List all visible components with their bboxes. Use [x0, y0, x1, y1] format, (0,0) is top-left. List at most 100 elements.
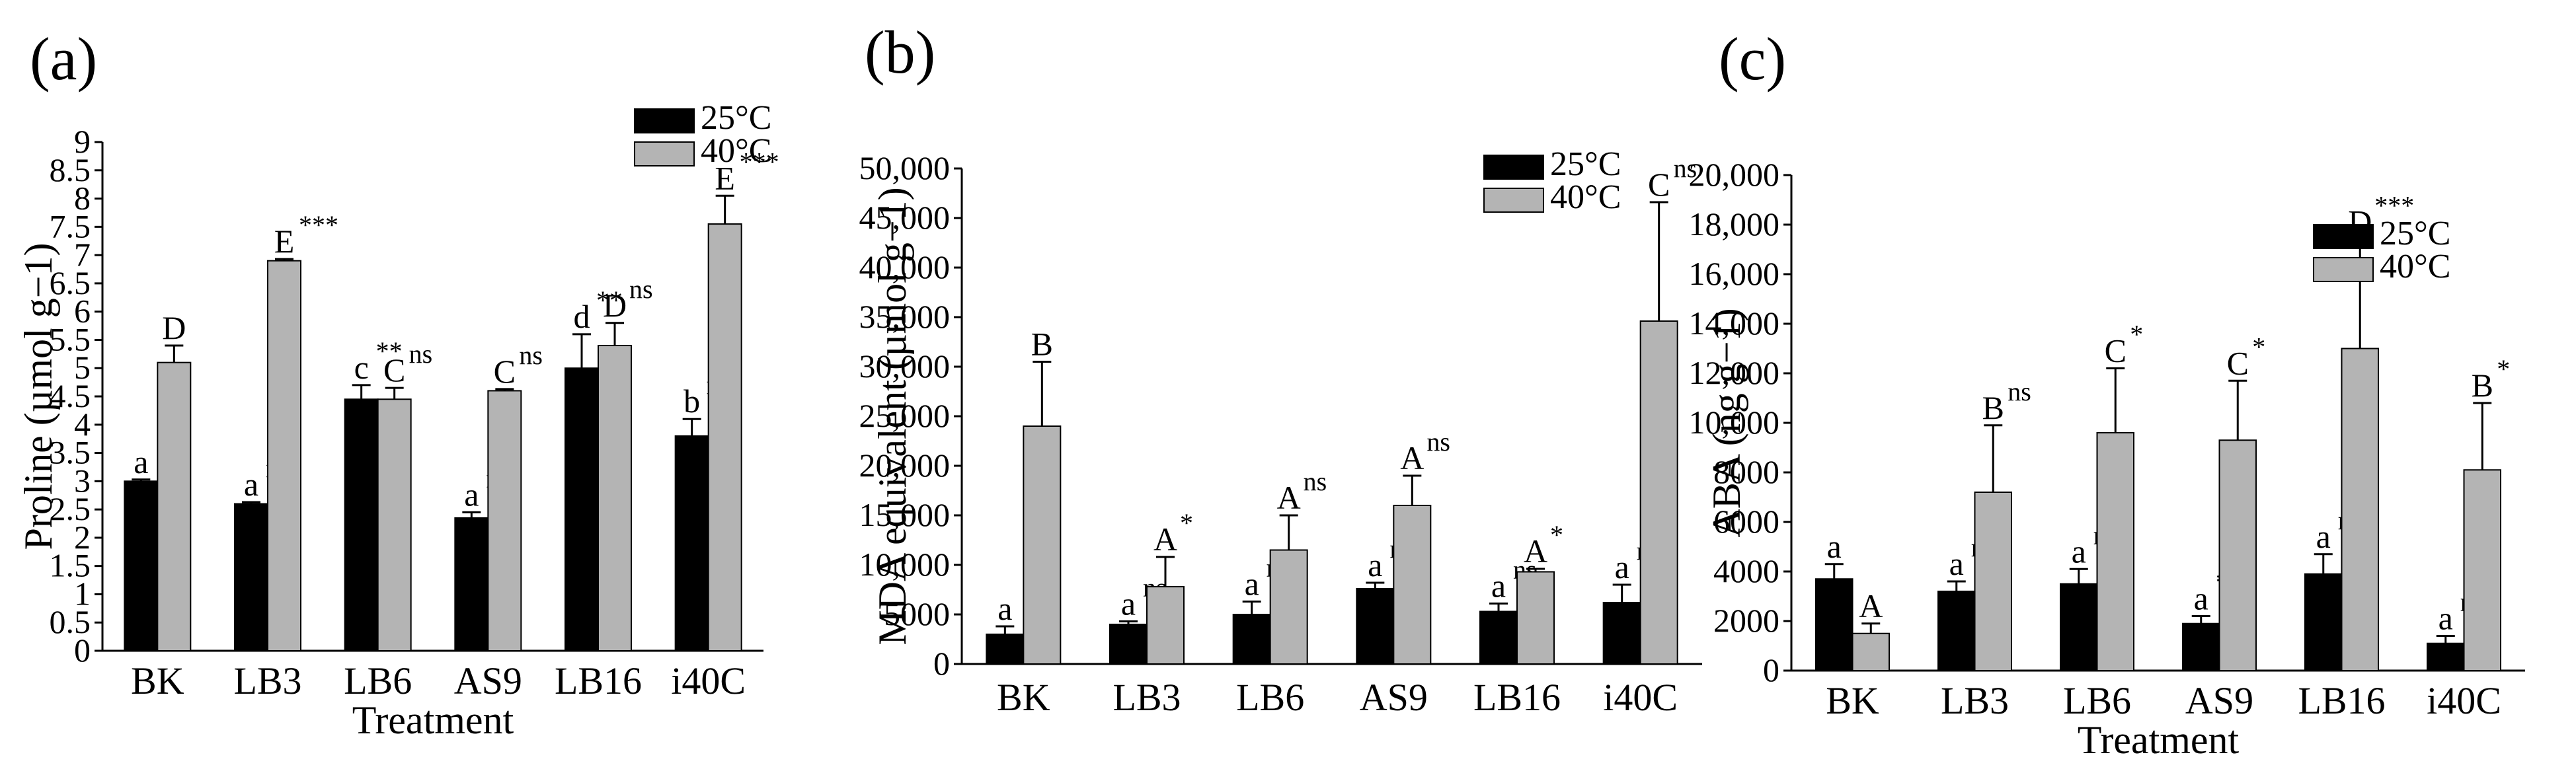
bar-25c: [1602, 602, 1641, 665]
legend-swatch-25c: [2313, 224, 2374, 249]
bar-40c: [1146, 586, 1185, 665]
y-tick-label: 20,000: [1689, 156, 1780, 193]
y-tick-label: 50,000: [859, 149, 951, 186]
y-tick-label: 6000: [1713, 503, 1779, 540]
significance-letter: a: [1949, 545, 1964, 582]
significance-mark: *: [1550, 520, 1563, 550]
bar-40c: [377, 398, 412, 651]
bar-40c: [2096, 432, 2134, 671]
significance-mark: **: [376, 336, 403, 366]
significance-mark: ns: [409, 339, 433, 369]
bar-40c: [2218, 439, 2257, 671]
bar-40c: [267, 260, 301, 651]
legend-label: 25°C: [701, 99, 771, 137]
significance-letter: a: [2194, 580, 2208, 617]
significance-letter: c: [354, 349, 369, 386]
bar-25c: [1815, 578, 1854, 671]
significance-mark: *: [1180, 508, 1193, 538]
significance-letter: a: [2072, 533, 2086, 570]
y-tick-label: 3.5: [50, 434, 91, 471]
significance-letter: A: [1277, 479, 1301, 516]
y-tick-label: 45,000: [859, 199, 951, 236]
bar-40c: [1639, 320, 1678, 665]
x-axis-label: Treatment: [2078, 718, 2240, 762]
legend-swatch-25c: [1483, 155, 1544, 180]
significance-letter: a: [1121, 585, 1136, 622]
legend-label: 40°C: [1550, 178, 1621, 216]
bar-40c: [1393, 505, 1432, 665]
significance-letter: A: [1859, 587, 1883, 624]
y-tick-label: 30,000: [859, 348, 951, 385]
y-tick-label: 20,000: [859, 447, 951, 484]
category-label: AS9: [1360, 676, 1428, 719]
category-label: LB16: [1473, 676, 1561, 719]
significance-letter: D: [603, 287, 627, 324]
bar-40c: [2341, 348, 2379, 671]
category-label: LB6: [2063, 679, 2131, 722]
y-tick-label: 5: [74, 349, 91, 386]
significance-letter: a: [997, 590, 1012, 627]
significance-letter: b: [683, 383, 700, 420]
category-label: LB3: [1941, 679, 2009, 722]
y-tick-label: 7: [74, 236, 91, 273]
significance-letter: D: [162, 309, 186, 346]
significance-mark: ***: [2374, 191, 2414, 221]
significance-mark: *: [2130, 320, 2143, 350]
category-label: LB16: [2298, 679, 2385, 722]
y-tick-label: 25,000: [859, 397, 951, 434]
bar-40c: [598, 345, 632, 651]
panel-label: (a): [30, 25, 97, 92]
significance-letter: C: [1648, 166, 1670, 203]
legend-swatch-40c: [2313, 257, 2374, 282]
significance-letter: a: [1615, 548, 1629, 585]
significance-letter: a: [2439, 600, 2453, 637]
y-tick-label: 3: [74, 462, 91, 499]
significance-letter: B: [2472, 367, 2493, 404]
significance-mark: **: [596, 285, 623, 315]
significance-letter: C: [494, 353, 516, 390]
significance-mark: *: [2252, 332, 2265, 361]
significance-mark: ***: [299, 210, 338, 240]
panel-b: (b) 0 5000 10,000 15,000 20,000 25,000 30,000 35…: [859, 18, 1702, 719]
bar-25c: [674, 435, 709, 652]
y-tick-label: 5000: [884, 595, 950, 632]
y-tick-label: 6: [74, 293, 91, 330]
significance-letter: C: [2227, 344, 2249, 381]
bar-40c: [707, 223, 742, 651]
bar-25c: [2427, 642, 2465, 671]
significance-letter: a: [1368, 546, 1382, 583]
y-tick-label: 8: [74, 180, 91, 217]
y-tick-label: 4000: [1713, 552, 1779, 589]
bar-40c: [1023, 425, 1062, 665]
category-label: BK: [1826, 679, 1879, 722]
significance-letter: a: [1827, 528, 1842, 565]
y-tick-label: 10,000: [859, 546, 951, 583]
significance-letter: A: [1153, 521, 1177, 558]
bar-25c: [1109, 624, 1148, 665]
significance-letter: a: [464, 476, 479, 513]
panel-a: (a) 00.511.522.533.544.555.566.577.588.59…: [17, 25, 779, 742]
significance-letter: a: [244, 466, 258, 503]
y-tick-label: 1: [74, 575, 91, 612]
significance-letter: a: [2316, 518, 2331, 555]
bar-25c: [2304, 573, 2343, 671]
y-tick-label: 8.5: [50, 151, 91, 188]
significance-letter: C: [2105, 332, 2127, 369]
bar-25c: [2182, 622, 2220, 671]
bar-25c: [565, 367, 599, 651]
bar-25c: [2060, 583, 2098, 671]
bar-40c: [1852, 632, 1890, 671]
y-tick-label: 18,000: [1689, 205, 1780, 242]
legend-swatch-40c: [634, 141, 695, 166]
bar-40c: [1974, 492, 2012, 671]
significance-letter: B: [1982, 389, 2004, 426]
y-tick-label: 4: [74, 406, 91, 443]
category-label: LB16: [555, 659, 642, 702]
significance-mark: ns: [1674, 153, 1698, 183]
significance-mark: ns: [1426, 427, 1450, 457]
y-tick-label: 5.5: [50, 320, 91, 357]
legend-label: 25°C: [1550, 145, 1621, 183]
bar-25c: [344, 398, 379, 651]
significance-mark: *: [2497, 354, 2510, 384]
